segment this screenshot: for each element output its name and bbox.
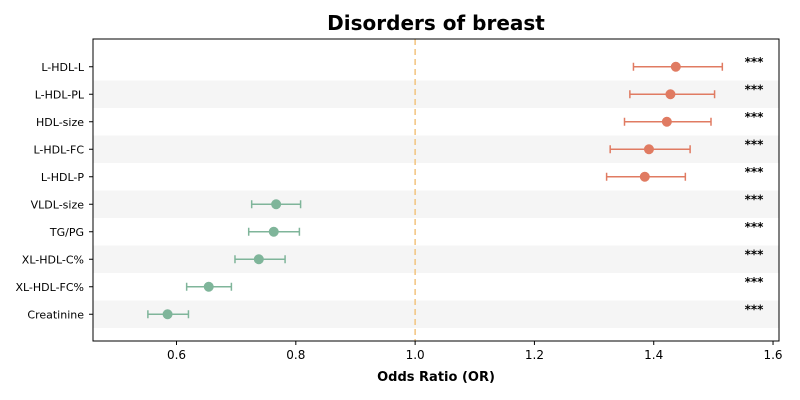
or-point <box>670 61 681 72</box>
significance-label: *** <box>745 247 765 261</box>
x-axis-label: Odds Ratio (OR) <box>377 370 495 385</box>
y-tick-label: L-HDL-P <box>41 171 85 184</box>
y-tick-label: TG/PG <box>49 226 84 239</box>
plot-frame <box>92 38 780 342</box>
or-point <box>162 309 173 320</box>
x-tick-label: 1.4 <box>644 348 663 362</box>
or-point <box>639 171 650 182</box>
row-stripe <box>93 300 779 328</box>
significance-label: *** <box>745 192 765 206</box>
significance-label: *** <box>745 302 765 316</box>
significance-label: *** <box>745 137 765 151</box>
y-tick-label: L-HDL-FC <box>33 143 84 156</box>
y-tick-label: Creatinine <box>27 308 84 321</box>
x-tick-label: 1.2 <box>525 348 544 362</box>
x-tick-label: 1.6 <box>763 348 782 362</box>
y-tick-label: HDL-size <box>36 116 84 129</box>
y-tick-label: XL-HDL-C% <box>22 253 84 266</box>
row-stripe <box>93 190 779 218</box>
x-tick-label: 0.6 <box>167 348 186 362</box>
significance-label: *** <box>745 110 765 124</box>
y-tick-label: VLDL-size <box>31 198 85 211</box>
chart-title: Disorders of breast <box>327 11 545 35</box>
significance-label: *** <box>745 220 765 234</box>
or-point <box>271 199 282 210</box>
or-point <box>203 281 214 292</box>
significance-label: *** <box>745 82 765 96</box>
significance-label: *** <box>745 55 765 69</box>
x-tick-label: 1.0 <box>406 348 425 362</box>
y-tick-label: L-HDL-PL <box>35 88 85 101</box>
or-point <box>665 89 676 100</box>
or-point <box>253 254 264 265</box>
y-tick-label: L-HDL-L <box>41 61 85 74</box>
row-stripe <box>93 245 779 273</box>
or-point <box>268 226 279 237</box>
x-tick-label: 0.8 <box>286 348 305 362</box>
plot-area: 0.6 0.8 1.0 1.2 1.4 1.6 L-HDL-L *** L-HDL-PL *** H… <box>15 38 783 362</box>
or-point <box>661 116 672 127</box>
y-tick-label: XL-HDL-FC% <box>15 281 84 294</box>
significance-label: *** <box>745 165 765 179</box>
significance-label: *** <box>745 275 765 289</box>
or-point <box>643 144 654 155</box>
